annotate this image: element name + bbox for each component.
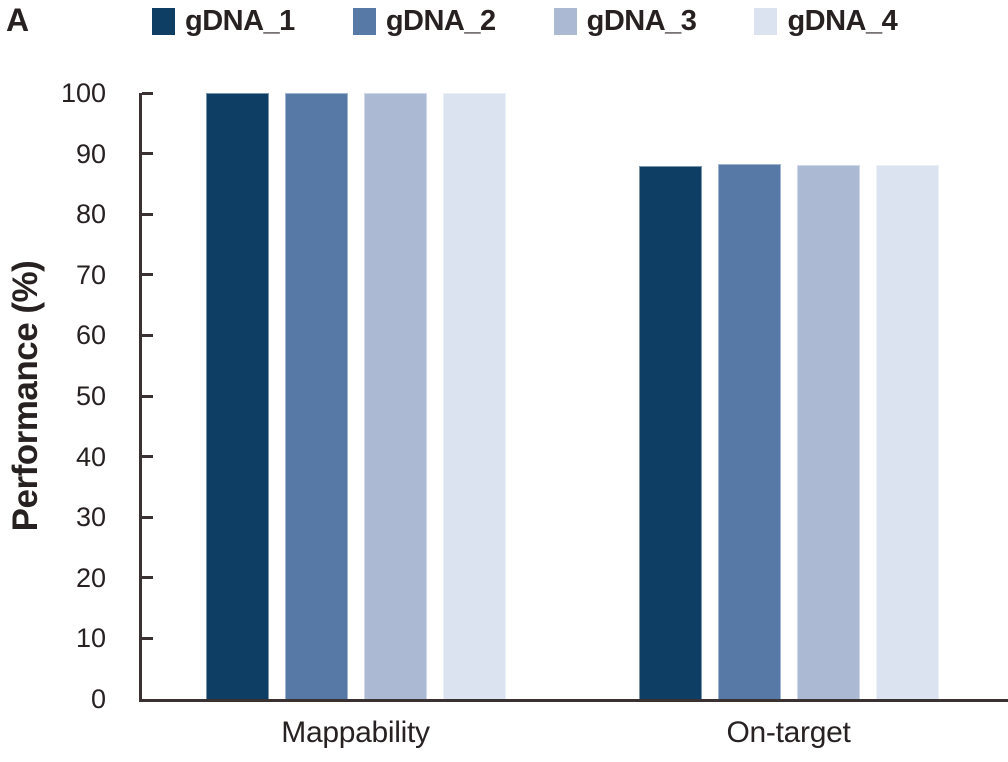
legend-swatch-icon xyxy=(754,7,778,35)
legend-item-gDNA_4: gDNA_4 xyxy=(754,4,898,38)
bar-mappability-gDNA_3 xyxy=(363,93,427,699)
legend-label: gDNA_3 xyxy=(586,4,697,37)
bar-on-target-gDNA_3 xyxy=(796,164,860,699)
y-tick-label-0: 0 xyxy=(90,684,106,714)
legend-swatch-icon xyxy=(553,7,577,35)
y-tick-label-100: 100 xyxy=(60,78,106,108)
bar-on-target-gDNA_1 xyxy=(638,165,702,699)
legend-label: gDNA_1 xyxy=(185,4,295,37)
y-tick-mark xyxy=(142,576,153,580)
y-tick-mark xyxy=(142,212,153,216)
x-category-label-mappability: Mappability xyxy=(281,716,430,749)
y-tick-label-70: 70 xyxy=(75,259,106,290)
legend-item-gDNA_1: gDNA_1 xyxy=(152,5,295,38)
bar-mappability-gDNA_1 xyxy=(205,93,269,699)
y-tick-label-90: 90 xyxy=(75,138,106,169)
bar-on-target-gDNA_2 xyxy=(717,163,781,699)
y-tick-mark xyxy=(142,273,153,277)
bar-mappability-gDNA_4 xyxy=(442,93,506,699)
legend-label: gDNA_4 xyxy=(787,4,898,37)
y-tick-label-20: 20 xyxy=(75,562,106,593)
legend: gDNA_1 gDNA_2 gDNA_3 gDNA_4 xyxy=(152,4,898,38)
y-tick-label-10: 10 xyxy=(75,623,106,654)
legend-item-gDNA_2: gDNA_2 xyxy=(352,4,496,38)
y-axis-line xyxy=(139,93,142,702)
y-tick-label-80: 80 xyxy=(75,199,106,230)
legend-item-gDNA_3: gDNA_3 xyxy=(553,4,697,38)
legend-label: gDNA_2 xyxy=(385,4,496,37)
plot-area xyxy=(139,91,1008,702)
y-tick-label-30: 30 xyxy=(75,502,106,533)
y-tick-label-60: 60 xyxy=(75,320,106,351)
bar-mappability-gDNA_2 xyxy=(284,93,348,699)
panel-label: A xyxy=(6,2,30,38)
y-tick-mark xyxy=(142,455,153,459)
x-axis-line xyxy=(139,699,1008,702)
y-tick-mark xyxy=(142,636,153,640)
y-tick-mark xyxy=(142,515,153,519)
y-tick-mark xyxy=(142,394,153,398)
y-tick-mark xyxy=(142,91,153,95)
legend-swatch-icon xyxy=(152,7,175,35)
y-tick-label-50: 50 xyxy=(75,381,106,411)
y-tick-label-40: 40 xyxy=(75,441,106,472)
bar-on-target-gDNA_4 xyxy=(875,164,939,699)
legend-swatch-icon xyxy=(352,7,376,35)
y-tick-mark xyxy=(142,152,153,156)
y-tick-mark xyxy=(142,333,153,337)
x-category-label-on-target: On-target xyxy=(726,716,851,749)
